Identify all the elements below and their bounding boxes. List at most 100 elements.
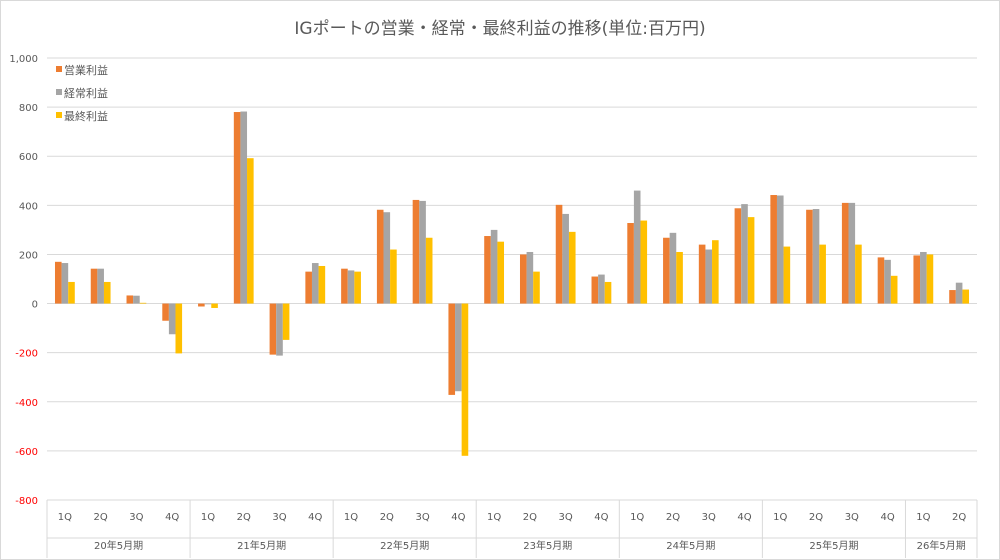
bar (54, 261, 62, 304)
x-tick-label: 2Q (952, 512, 966, 523)
bar (640, 220, 648, 304)
bar (568, 231, 576, 304)
bar (168, 303, 176, 335)
bar (390, 249, 397, 304)
x-tick-label: 1Q (344, 512, 358, 523)
bar (383, 212, 391, 304)
x-tick-label: 1Q (487, 512, 501, 523)
bar (240, 111, 248, 304)
bar (955, 282, 963, 304)
bar (663, 237, 670, 304)
bar (139, 302, 147, 304)
x-tick-label: 1Q (630, 512, 644, 523)
bar (448, 303, 456, 395)
gridlines (47, 57, 977, 501)
x-tick-label: 2Q (666, 512, 680, 523)
x-tick-label: 4Q (165, 512, 179, 523)
bar (604, 281, 612, 304)
x-axis: 1Q 2Q 3Q 4Q 20年5月期 1Q 2Q 3Q 4Q 21年5月期 1Q 2Q 3Q 4Q 22年5… (46, 500, 978, 558)
bar (461, 303, 469, 456)
bar (175, 303, 183, 354)
bar (68, 281, 75, 304)
y-tick-label: 1,000 (9, 54, 38, 65)
bar (783, 246, 791, 304)
bar (712, 240, 719, 304)
x-tick-label: 3Q (559, 512, 573, 523)
bar (920, 251, 927, 304)
x-tick-label: 3Q (272, 512, 286, 523)
y-axis: 1,000 800 600 400 200 0 -200 -400 -600 -800 (9, 54, 38, 507)
x-group-label: 20年5月期 (94, 539, 143, 552)
bar (806, 209, 813, 304)
bar (247, 158, 254, 304)
x-group-label: 22年5月期 (380, 539, 429, 552)
bar (90, 268, 98, 304)
y-tick-label: -600 (15, 447, 38, 458)
y-tick-label: 400 (19, 201, 38, 212)
bar (162, 303, 169, 321)
y-tick-label: 600 (19, 152, 38, 163)
bar (949, 290, 956, 304)
y-tick-label: -400 (15, 398, 38, 409)
bar (455, 303, 462, 392)
bar (376, 209, 384, 304)
x-tick-label: 1Q (773, 512, 787, 523)
bar (627, 223, 634, 304)
bar (519, 254, 527, 304)
bar (555, 204, 563, 304)
legend-swatch (56, 66, 62, 72)
bar (890, 275, 898, 304)
bar (698, 244, 706, 304)
x-group-label: 24年5月期 (666, 539, 715, 552)
bar (61, 263, 69, 304)
bar (855, 244, 862, 304)
x-tick-label: 4Q (737, 512, 751, 523)
bar (103, 281, 111, 304)
y-tick-label: 200 (19, 250, 38, 261)
bar (305, 271, 312, 304)
bar (419, 200, 426, 304)
x-tick-label: 2Q (523, 512, 537, 523)
bar (354, 271, 361, 304)
x-tick-label: 2Q (94, 512, 108, 523)
x-tick-label: 3Q (129, 512, 143, 523)
bar (812, 209, 820, 304)
bar (233, 112, 241, 304)
bar (198, 303, 205, 307)
bar (526, 251, 534, 304)
bar (484, 236, 491, 304)
legend-label: 最終利益 (64, 109, 108, 123)
bar (311, 263, 319, 304)
bar (490, 229, 498, 304)
bar (533, 271, 540, 304)
bar (776, 195, 784, 304)
bar (341, 268, 348, 304)
bar (819, 244, 826, 304)
bar (770, 195, 777, 304)
bar (848, 202, 856, 304)
x-group-label: 23年5月期 (523, 539, 572, 552)
legend-label: 営業利益 (64, 63, 108, 77)
x-tick-label: 4Q (594, 512, 608, 523)
bar (276, 303, 283, 356)
legend-swatch (56, 89, 62, 95)
bar (204, 303, 212, 305)
bar (282, 303, 290, 340)
y-tick-label: 800 (19, 103, 38, 114)
bar (884, 259, 891, 304)
bar (133, 295, 140, 304)
bar (97, 268, 104, 304)
bar (425, 237, 433, 304)
bar (747, 217, 755, 304)
x-tick-label: 4Q (880, 512, 894, 523)
y-tick-label: 0 (32, 300, 38, 311)
x-tick-label: 4Q (308, 512, 322, 523)
bar (841, 202, 849, 304)
x-group-label: 25年5月期 (809, 539, 858, 552)
x-tick-label: 1Q (201, 512, 215, 523)
bar (412, 199, 420, 304)
bar (591, 276, 599, 304)
x-tick-label: 1Q (58, 512, 72, 523)
